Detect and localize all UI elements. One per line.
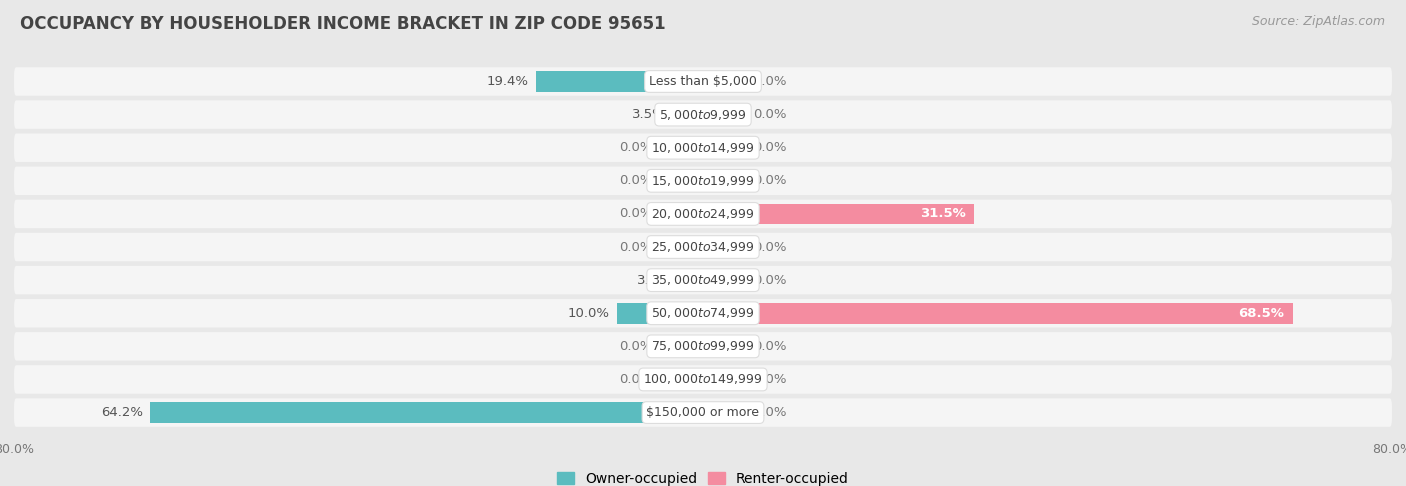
Bar: [678, 270, 703, 291]
Text: 0.0%: 0.0%: [754, 406, 786, 419]
Text: Less than $5,000: Less than $5,000: [650, 75, 756, 88]
Bar: [703, 270, 747, 291]
Text: 0.0%: 0.0%: [620, 141, 652, 154]
FancyBboxPatch shape: [14, 134, 1392, 162]
Bar: [703, 369, 747, 390]
Text: 19.4%: 19.4%: [486, 75, 529, 88]
FancyBboxPatch shape: [14, 332, 1392, 361]
Text: $25,000 to $34,999: $25,000 to $34,999: [651, 240, 755, 254]
Bar: [150, 402, 703, 423]
Text: $100,000 to $149,999: $100,000 to $149,999: [644, 372, 762, 386]
Text: 0.0%: 0.0%: [620, 208, 652, 221]
Text: 0.0%: 0.0%: [620, 241, 652, 254]
Bar: [703, 303, 1294, 324]
FancyBboxPatch shape: [14, 200, 1392, 228]
Bar: [703, 402, 747, 423]
Text: 0.0%: 0.0%: [754, 241, 786, 254]
Text: $75,000 to $99,999: $75,000 to $99,999: [651, 339, 755, 353]
Bar: [703, 104, 747, 125]
Text: Source: ZipAtlas.com: Source: ZipAtlas.com: [1251, 15, 1385, 28]
Bar: [617, 303, 703, 324]
Bar: [703, 71, 747, 92]
Text: 0.0%: 0.0%: [754, 373, 786, 386]
Bar: [703, 138, 747, 158]
Text: 0.0%: 0.0%: [620, 174, 652, 187]
Text: $35,000 to $49,999: $35,000 to $49,999: [651, 273, 755, 287]
Bar: [703, 336, 747, 357]
Legend: Owner-occupied, Renter-occupied: Owner-occupied, Renter-occupied: [551, 466, 855, 486]
Bar: [659, 336, 703, 357]
Text: 0.0%: 0.0%: [754, 108, 786, 121]
FancyBboxPatch shape: [14, 299, 1392, 328]
Bar: [703, 204, 974, 224]
Text: 0.0%: 0.0%: [620, 340, 652, 353]
Bar: [659, 138, 703, 158]
Text: $150,000 or more: $150,000 or more: [647, 406, 759, 419]
Text: OCCUPANCY BY HOUSEHOLDER INCOME BRACKET IN ZIP CODE 95651: OCCUPANCY BY HOUSEHOLDER INCOME BRACKET …: [20, 15, 665, 33]
Bar: [659, 171, 703, 191]
Bar: [659, 237, 703, 257]
Text: 10.0%: 10.0%: [568, 307, 610, 320]
Bar: [659, 369, 703, 390]
FancyBboxPatch shape: [14, 266, 1392, 295]
Bar: [703, 237, 747, 257]
Text: $50,000 to $74,999: $50,000 to $74,999: [651, 306, 755, 320]
FancyBboxPatch shape: [14, 67, 1392, 96]
Text: 0.0%: 0.0%: [754, 340, 786, 353]
FancyBboxPatch shape: [14, 399, 1392, 427]
Text: 0.0%: 0.0%: [620, 373, 652, 386]
FancyBboxPatch shape: [14, 101, 1392, 129]
Text: 0.0%: 0.0%: [754, 174, 786, 187]
Text: $5,000 to $9,999: $5,000 to $9,999: [659, 107, 747, 122]
Bar: [659, 204, 703, 224]
FancyBboxPatch shape: [14, 167, 1392, 195]
Text: $15,000 to $19,999: $15,000 to $19,999: [651, 174, 755, 188]
Text: 0.0%: 0.0%: [754, 274, 786, 287]
Text: 64.2%: 64.2%: [101, 406, 143, 419]
Text: 0.0%: 0.0%: [754, 75, 786, 88]
Text: 3.0%: 3.0%: [637, 274, 671, 287]
FancyBboxPatch shape: [14, 365, 1392, 394]
Bar: [536, 71, 703, 92]
Text: 68.5%: 68.5%: [1239, 307, 1284, 320]
Text: 31.5%: 31.5%: [920, 208, 966, 221]
Text: $10,000 to $14,999: $10,000 to $14,999: [651, 141, 755, 155]
FancyBboxPatch shape: [14, 233, 1392, 261]
Text: 0.0%: 0.0%: [754, 141, 786, 154]
Text: $20,000 to $24,999: $20,000 to $24,999: [651, 207, 755, 221]
Bar: [673, 104, 703, 125]
Bar: [703, 171, 747, 191]
Text: 3.5%: 3.5%: [633, 108, 666, 121]
